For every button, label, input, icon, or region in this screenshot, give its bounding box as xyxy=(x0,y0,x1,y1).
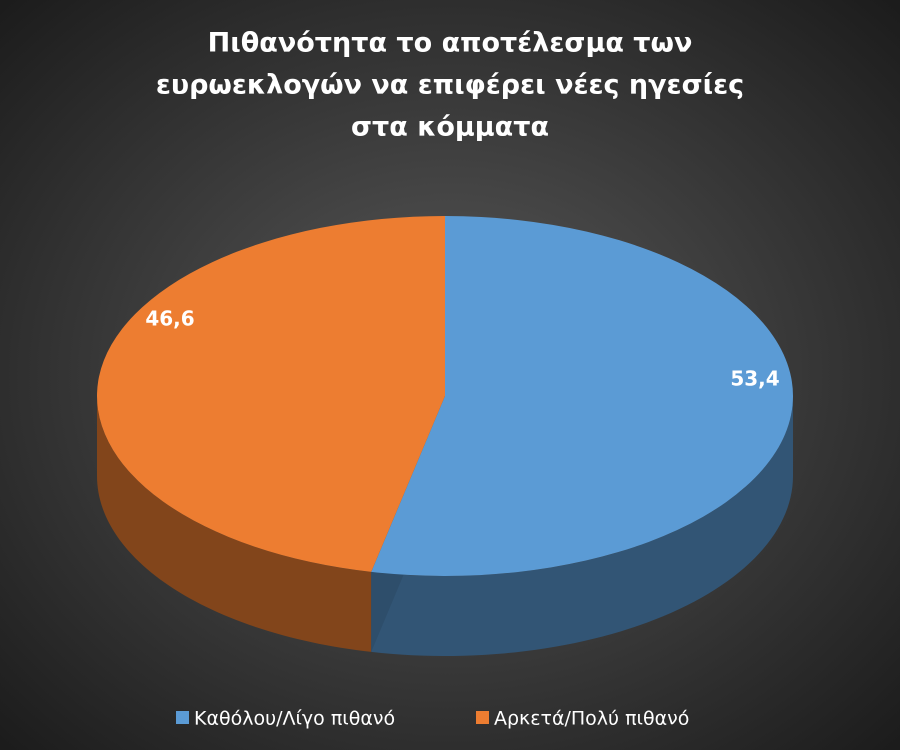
slice-side xyxy=(371,396,793,656)
legend-swatch xyxy=(476,711,489,724)
slice xyxy=(371,216,793,576)
legend-swatch xyxy=(176,711,189,724)
slice xyxy=(96,216,445,572)
value-label: 46,6 xyxy=(145,307,194,331)
slice-side xyxy=(97,396,372,652)
chart-title: Πιθανότητα το αποτέλεσμα των xyxy=(208,28,693,59)
legend-label: Καθόλου/Λίγο πιθανό xyxy=(194,708,395,730)
chart-title: ευρωεκλογών να επιφέρει νέες ηγεσίες xyxy=(156,70,744,101)
value-label: 53,4 xyxy=(730,367,779,391)
legend-label: Αρκετά/Πολύ πιθανό xyxy=(494,708,689,730)
chart-title: στα κόμματα xyxy=(351,112,549,143)
